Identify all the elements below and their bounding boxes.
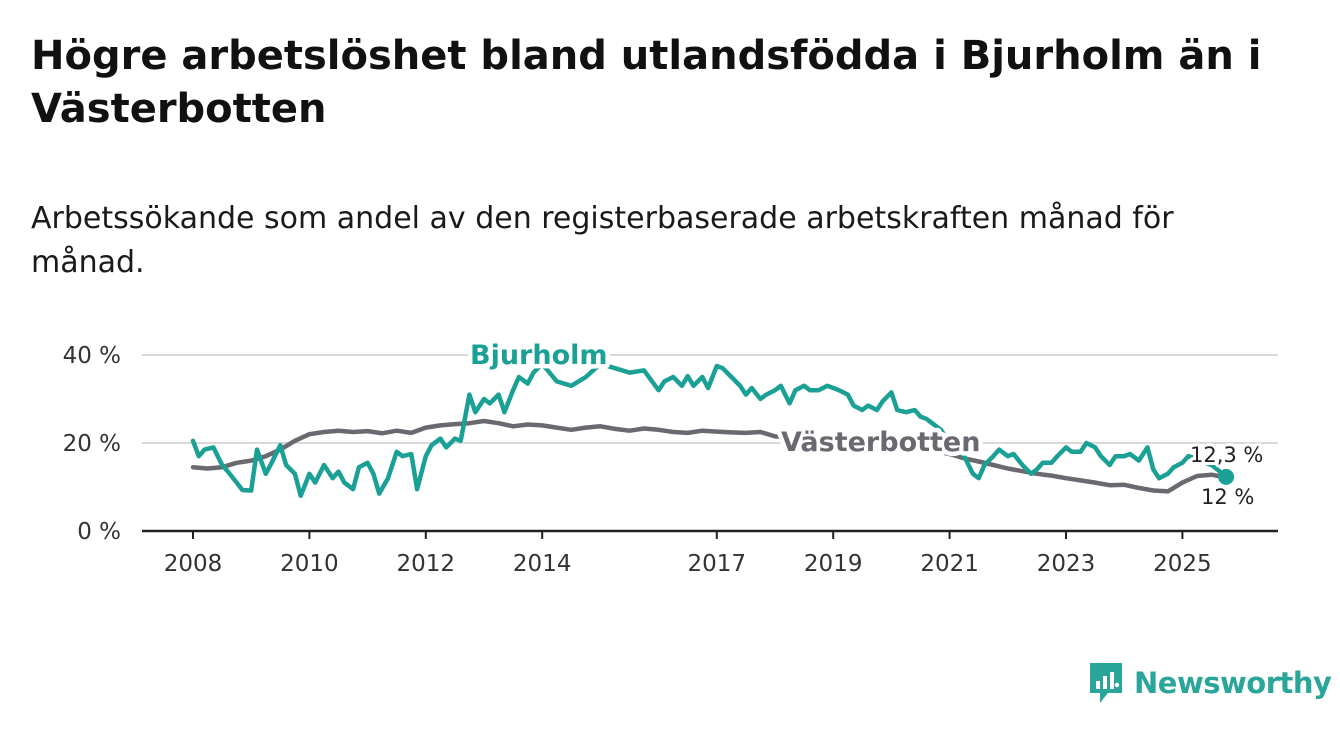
- x-tick-label: 2021: [920, 551, 979, 577]
- series-end-dot: [1218, 468, 1235, 485]
- x-axis: 2008 2010 2012 2014 2017 2019 2021 2023 2025: [142, 529, 1278, 577]
- end-value-label: 12 %: [1201, 485, 1254, 509]
- x-tick-label: 2023: [1037, 551, 1096, 577]
- end-value-halo: 12,3 %: [1190, 443, 1263, 467]
- end-value-label: 12,3 %: [1190, 443, 1263, 467]
- series-line-västerbotten: [190, 418, 1232, 494]
- brand-name: Newsworthy: [1134, 666, 1332, 700]
- chart-subtitle: Arbetssökande som andel av den registerb…: [31, 201, 1174, 280]
- series-line-bjurholm: [190, 361, 1229, 499]
- series-labels: BjurholmBjurholmVästerbottenVästerbotten…: [466, 336, 1267, 513]
- page-title: Högre arbetslöshet bland utlandsfödda i …: [31, 33, 1262, 132]
- series-label: Västerbotten: [781, 427, 980, 458]
- series-label-halo: Västerbotten: [781, 427, 980, 458]
- x-tick-label: 2008: [164, 551, 223, 577]
- series-label-halo: Bjurholm: [470, 340, 608, 371]
- end-value-halo: 12 %: [1201, 485, 1254, 509]
- bar-chart-icon: [1090, 663, 1122, 703]
- y-tick-label: 40 %: [63, 343, 121, 369]
- x-tick-label: 2012: [397, 551, 456, 577]
- newsworthy-logo: Newsworthy: [1088, 660, 1332, 706]
- x-tick-label: 2019: [804, 551, 863, 577]
- x-tick-label: 2017: [688, 551, 747, 577]
- y-tick-label: 0 %: [77, 519, 121, 545]
- series-lines: [190, 361, 1235, 499]
- series-label: Bjurholm: [470, 340, 608, 371]
- x-tick-label: 2014: [513, 551, 572, 577]
- y-axis: 0 % 20 % 40 %: [63, 343, 121, 545]
- y-tick-label: 20 %: [63, 431, 121, 457]
- x-tick-label: 2010: [280, 551, 339, 577]
- x-tick-label: 2025: [1153, 551, 1212, 577]
